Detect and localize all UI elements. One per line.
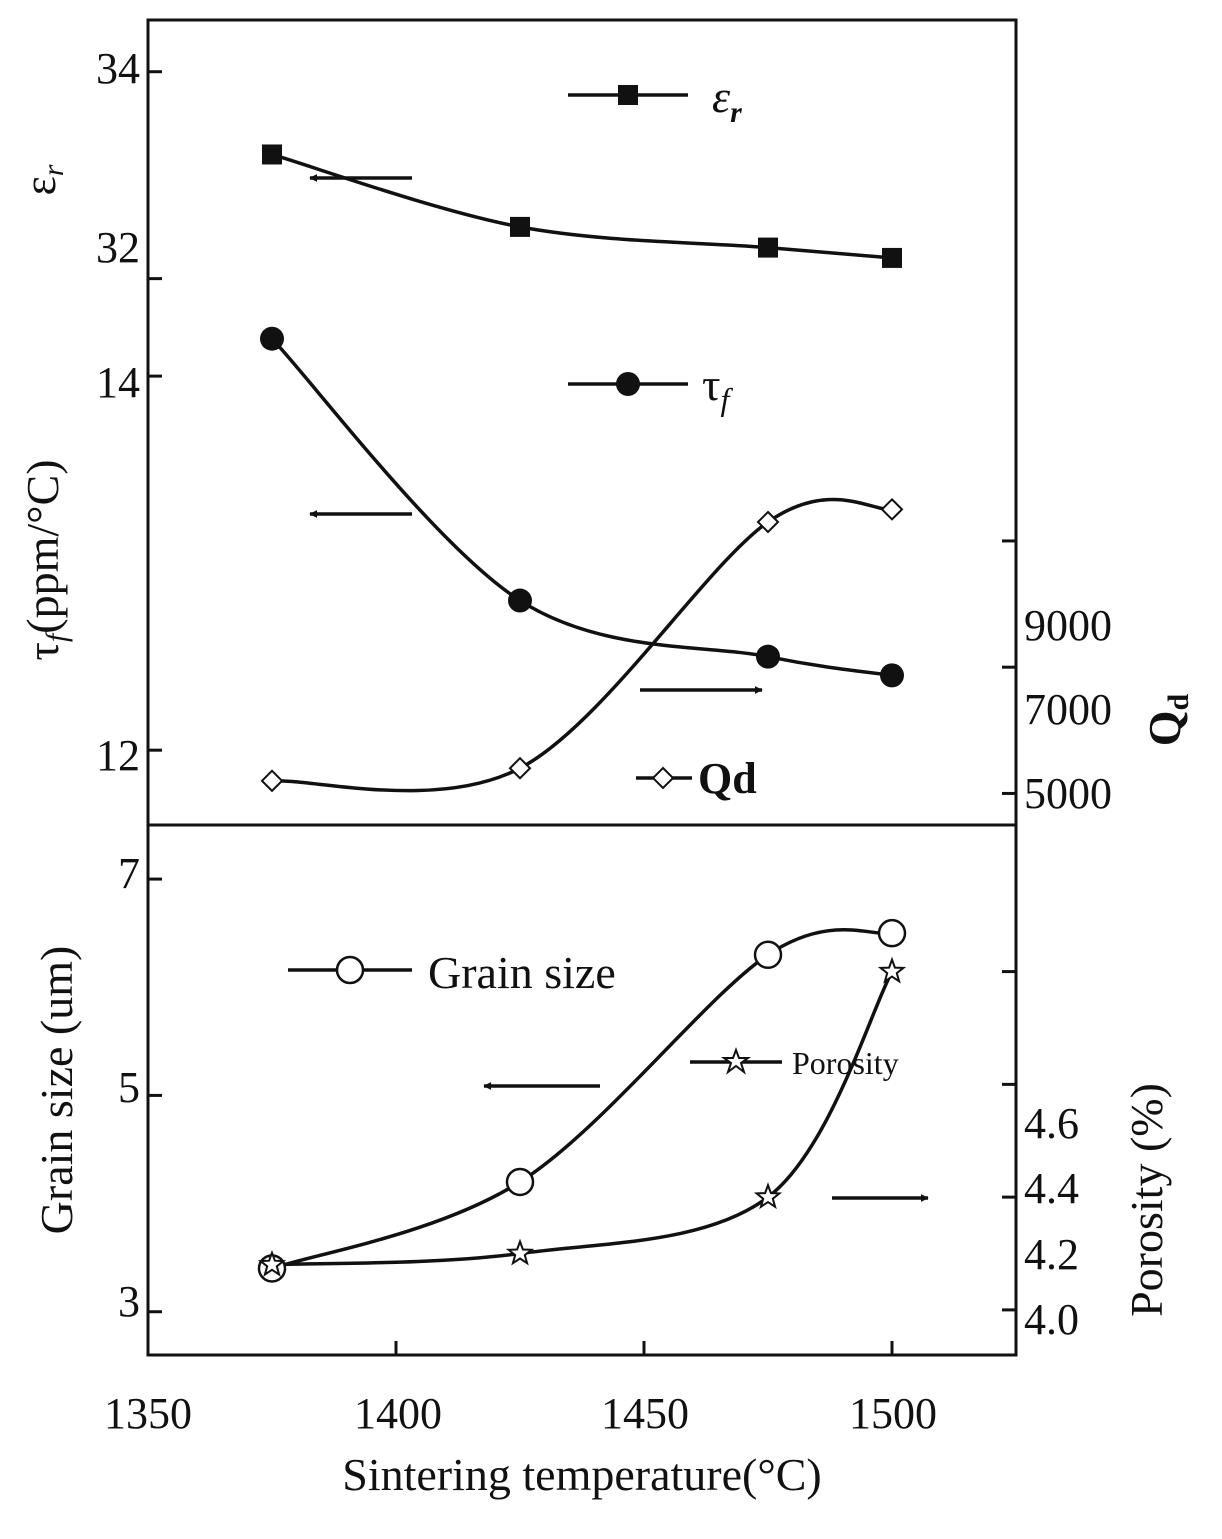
legend-label-epsilon: εr — [712, 71, 742, 129]
qd-symbol: Q — [1139, 710, 1190, 746]
data-point-filled-circle — [756, 644, 780, 669]
y2-tick-label-porosity: 4.0 — [1024, 1295, 1079, 1344]
data-point-open-circle — [753, 940, 783, 970]
data-point-open-circle — [877, 918, 907, 948]
y-tick-label-grain: 3 — [118, 1277, 140, 1326]
eps-subscript: r — [37, 164, 70, 176]
legend-label-qd: Qd — [698, 754, 757, 803]
legend-open-circle-marker — [335, 955, 365, 985]
tau-unit: (ppm/°C) — [17, 459, 68, 633]
data-point-open-star — [505, 1238, 535, 1266]
y-tick-label-grain: 7 — [118, 849, 140, 898]
y-tick-label-tau: 12 — [96, 731, 140, 780]
ticks — [146, 70, 1016, 1355]
data-point-filled-circle — [880, 663, 904, 688]
legend-tau-subscript: f — [721, 381, 734, 417]
y2-tick-label-porosity: 4.6 — [1024, 1099, 1079, 1148]
y-axis-label-grain: Grain size (um) — [31, 946, 82, 1235]
y2-tick-label-porosity: 4.2 — [1024, 1230, 1079, 1279]
tau-symbol: τ — [17, 642, 68, 661]
data-point-filled-square — [758, 237, 778, 258]
y-tick-label-grain: 5 — [118, 1063, 140, 1112]
data-point-open-diamond — [880, 497, 904, 521]
legend-circle-marker — [616, 372, 640, 396]
plot-frame-bottom — [146, 823, 1018, 1357]
y-axis-label-tau: τf(ppm/°C) — [17, 459, 73, 660]
curves — [270, 152, 894, 1271]
y-tick-label-tau: 14 — [96, 358, 140, 407]
eps-symbol: ε — [14, 176, 65, 195]
x-tick-label: 1400 — [354, 1389, 442, 1438]
y2-tick-label-qd: 9000 — [1024, 601, 1112, 650]
legend-epsilon: εr — [568, 71, 742, 129]
legend-qd: Qd — [636, 754, 757, 803]
data-point-open-star — [877, 956, 907, 984]
series-line-open-star — [271, 970, 894, 1267]
data-point-open-diamond — [260, 769, 284, 793]
legend-label-tau: τf — [702, 359, 734, 417]
series-line-filled-square — [271, 152, 893, 260]
data-point-open-circle — [505, 1167, 535, 1197]
legend-porosity: Porosity — [690, 1045, 899, 1081]
data-point-filled-square — [510, 216, 530, 237]
series-line-open-diamond — [271, 497, 893, 793]
data-point-filled-square — [262, 144, 282, 165]
x-tick-label: 1450 — [601, 1389, 689, 1438]
data-point-open-star — [753, 1182, 783, 1210]
legend-grain-size: Grain size — [288, 947, 616, 998]
series-line-filled-circle — [270, 337, 893, 678]
legend-square-marker — [618, 85, 638, 105]
data-point-open-star — [257, 1249, 287, 1277]
y2-axis-label-qd: Qd — [1139, 693, 1195, 746]
data-point-filled-circle — [260, 326, 284, 351]
plot-frame-top — [146, 18, 1018, 827]
series-line-open-circle — [271, 928, 893, 1271]
legend-eps-subscript: r — [730, 96, 742, 129]
legend-tau-symbol: τ — [702, 359, 721, 410]
data-point-open-diamond — [508, 756, 532, 780]
legend-eps-symbol: ε — [712, 71, 731, 122]
y-tick-label-eps: 32 — [96, 223, 140, 272]
x-tick-label: 1350 — [104, 1389, 192, 1438]
legend-diamond-marker — [651, 766, 675, 790]
y2-tick-label-porosity: 4.4 — [1024, 1164, 1079, 1213]
legend-label-grain-size: Grain size — [428, 947, 616, 998]
data-point-open-diamond — [756, 510, 780, 534]
y2-tick-label-qd: 5000 — [1024, 769, 1112, 818]
y2-axis-label-porosity: Porosity (%) — [1121, 1083, 1172, 1317]
qd-subscript: d — [1162, 693, 1195, 710]
markers — [257, 144, 907, 1283]
legend-star-marker — [720, 1047, 752, 1075]
legend-tau: τf — [568, 359, 734, 417]
axis-arrows — [309, 174, 929, 1202]
y-axis-label-eps: εr — [14, 164, 70, 195]
x-axis-label: Sintering temperature(°C) — [342, 1449, 822, 1500]
x-tick-label: 1500 — [849, 1389, 937, 1438]
legend-label-porosity: Porosity — [792, 1045, 899, 1081]
y2-tick-label-qd: 7000 — [1024, 685, 1112, 734]
y-tick-label-eps: 34 — [96, 44, 140, 93]
data-point-filled-circle — [508, 588, 532, 613]
data-point-filled-square — [882, 247, 902, 268]
